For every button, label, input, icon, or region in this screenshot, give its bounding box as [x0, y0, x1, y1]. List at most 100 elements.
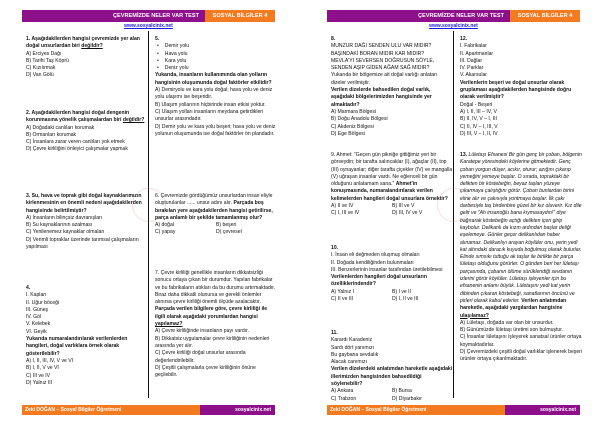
answer-options: A) Erciyes Dağı B) Tarihi Taş Köprü C) Kız…: [26, 51, 148, 80]
subject-label: SOSYAL BİLGİLER 4: [510, 10, 580, 22]
answer-option[interactable]: A) doğal: [155, 222, 174, 229]
site-link[interactable]: www.sosyalcinix.net: [124, 23, 173, 29]
answer-option[interactable]: B) Dikkatsiz uygulamalar çevre kirliliği…: [155, 335, 270, 349]
subject-label: SOSYAL BİLGİLER 4: [205, 10, 275, 22]
answer-option[interactable]: B) I ve II: [392, 288, 411, 295]
answer-option[interactable]: A) II ve IV: [331, 203, 354, 210]
stem-text: Yukarıda numaralandırılarak verilenlerde…: [26, 336, 128, 357]
stem-text: 13.: [460, 152, 469, 158]
answer-option[interactable]: B) II, IV, V – I, III: [460, 116, 497, 123]
answer-option[interactable]: B) beşeri: [216, 222, 237, 229]
answer-option[interactable]: B) Doğu Anadolu Bölgesi: [331, 116, 388, 123]
numbered-item: V. Kelebek: [26, 321, 51, 328]
numbered-item: Bu gaybana sevdalık: [331, 351, 379, 358]
question-stem: Yukarıda numaralandırılarak verilenlerde…: [26, 336, 148, 358]
answer-option[interactable]: A) Lületaşı, doğada var olan bir unsurdu…: [460, 319, 554, 326]
question-stem: 12.: [460, 36, 582, 43]
answer-option[interactable]: A) Doğadaki canlıları korumak: [26, 124, 95, 131]
question: 1. Aşağıdakilerden hangisi çevremizde ye…: [26, 36, 148, 80]
stem-text: değildir?: [81, 43, 103, 50]
answer-option[interactable]: D) Çevremizdeki çeşitli doğal varlıklar …: [460, 349, 583, 363]
answer-option[interactable]: D) çevresel: [216, 229, 242, 236]
answer-option[interactable]: D) Diyarbakır: [392, 395, 423, 402]
numbered-item: II. Doğada kendiliğinden bulunmaları: [331, 259, 414, 266]
test-title: ÇEVREMİZDE NELER VAR TEST: [22, 10, 205, 22]
question-stem: Verilen dizelerdeki anlatımdan hareketle…: [331, 366, 453, 388]
answer-option[interactable]: D) Çeşitli çalışmalarla çevre kirliliğin…: [155, 364, 256, 379]
question: 2. Aşağıdakilerden hangisi doğal dengeni…: [26, 110, 148, 154]
answer-option[interactable]: A) Demiryolu ve kara yolu doğal; hava yo…: [155, 87, 273, 101]
answer-option[interactable]: B) Su kaynaklarının azalması: [26, 222, 93, 229]
answer-option[interactable]: D) Çevre kirliliğini önleyici çalışmalar…: [26, 146, 128, 153]
answer-option[interactable]: B) I, II, V ve VI: [26, 365, 59, 372]
answer-options: A) Lületaşı, doğada var olan bir unsurdu…: [460, 320, 582, 364]
answer-option[interactable]: D) Demir yolu ve kara yolu beşeri; hava …: [155, 123, 276, 137]
answer-option[interactable]: B) Günümüzde lületaşı üretimi son bulmuş…: [460, 327, 564, 334]
group-label: Doğal - Beşeri: [460, 101, 493, 108]
answer-option[interactable]: B) III ve V: [392, 203, 415, 210]
answer-option[interactable]: C) Ulaşım yolları insanların meydana get…: [155, 108, 264, 123]
answer-option[interactable]: C) II, IV – I, III, V: [460, 123, 498, 130]
answer-option[interactable]: A) Çevre kirliliğinde insanların payı va…: [155, 328, 249, 335]
answer-option[interactable]: C) II ve III: [331, 296, 354, 303]
page-footer: Zeki DOĞAN – Sosyal Bilgiler Öğretmeni so…: [22, 405, 275, 415]
answer-option[interactable]: D) III, V – I, II, IV: [460, 130, 498, 137]
question-stem: 5.: [155, 36, 277, 43]
answer-option[interactable]: A) Erciyes Dağı: [26, 50, 62, 57]
stem-text: ulaşılamaz?: [460, 312, 489, 319]
numbered-item: I. İnsan eli değmeden oluşmuş olmaları: [331, 252, 420, 259]
stem-text: 1. Aşağıdakilerden hangisi çevremizde ye…: [26, 36, 140, 50]
answer-option[interactable]: B) Bursa: [392, 388, 412, 395]
answer-option[interactable]: D) Yalnız III: [26, 379, 53, 386]
answer-option[interactable]: D) Verimli topraklar üzerinde tarımsal ç…: [26, 236, 139, 251]
answer-option[interactable]: C) III ve IV: [26, 372, 51, 379]
numbered-item: II. Apartmanlar: [460, 50, 494, 57]
question-stem: 4.: [26, 285, 148, 292]
bullet-item: Deniz yolu: [155, 65, 277, 72]
author-credit: Zeki DOĞAN – Sosyal Bilgiler Öğretmeni: [22, 405, 200, 415]
question: 11. Karardı Karadeniz Sardı dört yanımızı B…: [331, 330, 453, 403]
answer-option[interactable]: C) I, III ve IV: [331, 210, 360, 217]
answer-option[interactable]: C) Yenilenemez kaynaklar olmaları: [26, 229, 105, 236]
answer-option[interactable]: B) Tarihi Taş Köprü: [26, 57, 69, 64]
answer-option[interactable]: C) Kızılırmak: [26, 65, 56, 72]
answer-option[interactable]: C) İnsanlara zarar veren canlıları yok e…: [26, 139, 125, 146]
question: 6. Çevremizde gördüğümüz unsurlardan ins…: [155, 193, 277, 237]
stem-text: Lületaşı Efsanesi: [468, 152, 509, 158]
page-header: ÇEVREMİZDE NELER VAR TEST SOSYAL BİLGİLER…: [22, 10, 275, 22]
answer-option[interactable]: D) III, IV ve V: [392, 210, 423, 217]
stem-text: 3. Su, hava ve toprak gibi doğal kaynakl…: [26, 193, 142, 214]
answer-option[interactable]: A) Marmara Bölgesi: [331, 108, 377, 115]
bullet-item: Kara yolu: [155, 58, 277, 65]
site-link[interactable]: www.sosyalcinix.net: [429, 23, 478, 29]
footer-site-link[interactable]: sosyalcinix.net: [505, 405, 580, 415]
answer-option[interactable]: D) Ege Bölgesi: [331, 130, 365, 137]
answer-option[interactable]: C) İnsanlar lületaşını işleyerek sanatsa…: [460, 334, 582, 348]
answer-option[interactable]: A) I, II, III – IV, V: [460, 108, 497, 115]
footer-site-link[interactable]: sosyalcinix.net: [200, 405, 275, 415]
question-stem: 2. Aşağıdakilerden hangisi doğal dengeni…: [26, 110, 148, 125]
answer-option[interactable]: D) I, II ve III: [392, 296, 419, 303]
stem-text: 6. Çevremizde gördüğümüz unsurlardan ins…: [155, 193, 273, 207]
answer-option[interactable]: C) Çevre kirliliği doğal unsurlar arasın…: [155, 350, 246, 364]
bullet-list: Demir yoluHava yoluKara yoluDeniz yolu: [155, 43, 277, 72]
answer-option[interactable]: C) Trabzon: [331, 395, 357, 402]
answer-options: A) İnsanların bilinçsiz davranışları B) S…: [26, 215, 148, 251]
answer-option[interactable]: A) Yalnız I: [331, 288, 355, 295]
answer-option[interactable]: A) I, II, III, IV, V ve VI: [26, 357, 74, 364]
answer-option[interactable]: B) Ormanları korumak: [26, 131, 77, 138]
question-stem: Verilen dizelerde bahsedilen doğal varlı…: [331, 87, 453, 109]
numbered-item: MUNZUR DAĞI SENDEN ULU VAR MIDIR?: [331, 43, 432, 50]
numbered-item: I. Fabrikalar: [460, 43, 487, 50]
numbered-item: Alacak canımızı: [331, 359, 367, 366]
question-stem: 8.: [331, 36, 453, 43]
answer-option[interactable]: D) Van Gölü: [26, 72, 54, 79]
answer-option[interactable]: A) İnsanların bilinçsiz davranışları: [26, 214, 103, 221]
stem-text: 4.: [26, 285, 31, 291]
answer-option[interactable]: A) Ankara: [331, 388, 354, 395]
answer-option[interactable]: C) Akdeniz Bölgesi: [331, 123, 374, 130]
answer-option[interactable]: B) Ulaşım yollarının hiçbirinde insan et…: [155, 101, 266, 108]
stem-text: 10.: [331, 245, 339, 251]
answer-option[interactable]: C) yapay: [155, 229, 176, 236]
question-stem: 11.: [331, 330, 453, 337]
